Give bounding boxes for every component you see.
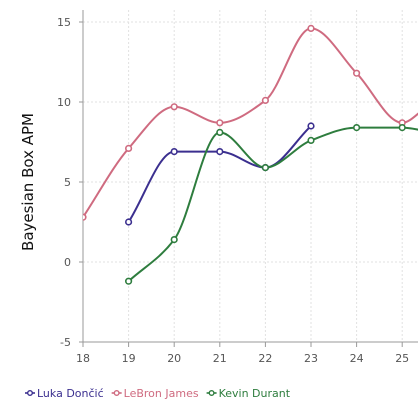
legend-label: LeBron James xyxy=(124,387,199,400)
series-layer xyxy=(83,27,418,282)
data-point-lebron-james xyxy=(261,96,270,104)
grid xyxy=(82,10,418,343)
x-tick-label: 19 xyxy=(122,352,136,365)
legend-label: Luka Dončić xyxy=(37,387,104,400)
legend-item-lebron-james: LeBron James xyxy=(111,387,199,400)
data-point-kevin-durant xyxy=(353,123,361,132)
data-point-kevin-durant xyxy=(170,236,178,244)
y-tick-label: 5 xyxy=(64,176,71,189)
data-point-kevin-durant xyxy=(307,136,315,144)
data-point-lebron-james xyxy=(353,69,361,77)
legend-item-luka-don-i-: Luka Dončić xyxy=(25,387,104,400)
y-axis-title: Bayesian Box APM xyxy=(19,113,37,251)
data-point-lebron-james xyxy=(125,144,133,152)
y-tick-label: 15 xyxy=(57,16,71,29)
data-point-kevin-durant xyxy=(261,164,270,172)
y-tick-label: 0 xyxy=(64,256,71,269)
series-line-kevin-durant xyxy=(127,126,418,282)
x-tick-label: 21 xyxy=(213,352,227,365)
data-point-luka-don-i- xyxy=(216,148,224,156)
y-tick-label: -5 xyxy=(60,336,71,349)
x-tick-label: 18 xyxy=(76,352,90,365)
data-point-lebron-james xyxy=(307,24,315,33)
data-point-kevin-durant xyxy=(216,128,224,136)
y-tick-label: 10 xyxy=(57,96,71,109)
series-line-lebron-james xyxy=(83,27,418,218)
x-tick-label: 20 xyxy=(167,352,181,365)
legend-marker xyxy=(27,390,34,397)
data-point-lebron-james xyxy=(216,119,224,127)
data-point-luka-don-i- xyxy=(170,148,178,156)
legend-marker xyxy=(208,390,215,397)
x-tick-label: 25 xyxy=(395,352,409,365)
data-point-kevin-durant xyxy=(125,277,133,285)
legend-label: Kevin Durant xyxy=(219,387,291,400)
x-tick-label: 24 xyxy=(350,352,364,365)
legend-item-kevin-durant: Kevin Durant xyxy=(206,387,291,400)
x-tick-label: 22 xyxy=(258,352,272,365)
data-point-lebron-james xyxy=(83,213,87,221)
point-layer xyxy=(83,24,406,285)
legend-marker xyxy=(113,390,120,397)
data-point-kevin-durant xyxy=(398,123,406,132)
data-point-lebron-james xyxy=(170,103,178,111)
data-point-luka-don-i- xyxy=(125,218,133,226)
x-tick-label: 23 xyxy=(304,352,318,365)
data-point-luka-don-i- xyxy=(307,122,315,130)
axes: 15 10 5 0 -5 18 19 20 21 22 23 24 25 xyxy=(57,10,418,365)
legend: Luka Dončić LeBron James Kevin Durant xyxy=(25,387,291,400)
